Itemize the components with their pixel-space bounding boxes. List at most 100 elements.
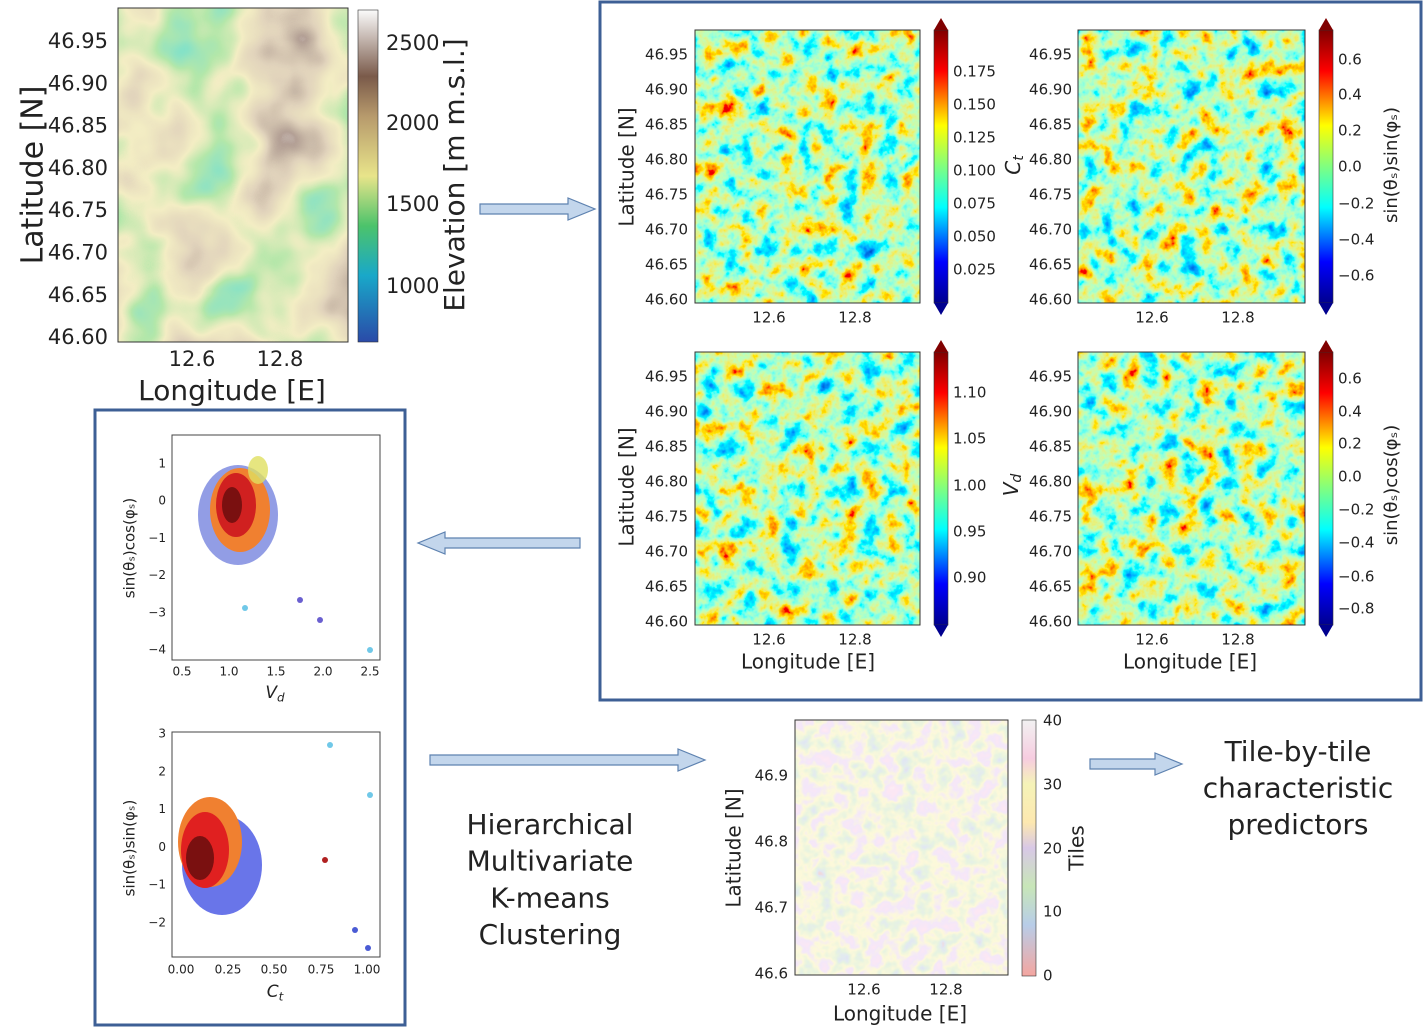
y-tick-label: 46.65 [645, 256, 688, 274]
y-tick-label: −4 [148, 643, 166, 657]
colorbar-tick-label: −0.6 [1338, 568, 1374, 586]
y-tick-label: 46.60 [1029, 613, 1072, 631]
colorbar-label: Tiles [1065, 825, 1089, 871]
y-tick-label: 46.70 [1029, 221, 1072, 239]
y-tick-label: 46.60 [645, 613, 688, 631]
y-tick-label: 46.60 [645, 291, 688, 309]
y-tick-label: 46.80 [645, 151, 688, 169]
colorbar-label: Elevation [m m.s.l.] [438, 38, 471, 311]
arrow [479, 197, 597, 221]
colorbar-tick-label: 40 [1043, 712, 1062, 730]
arrow [429, 748, 707, 772]
colorbar-tick-label: 0.100 [953, 162, 996, 180]
y-tick-label: 46.90 [645, 403, 688, 421]
y-tick-label: 46.80 [1029, 473, 1072, 491]
colorbar-tick-label: 1000 [386, 274, 439, 298]
output-label: Tile-by-tile [1224, 735, 1372, 768]
colorbar-tick-label: 0.050 [953, 228, 996, 246]
x-tick-label: 0.25 [215, 963, 242, 977]
dot [367, 647, 373, 653]
colorbar-tick-label: −0.6 [1338, 267, 1374, 285]
label-sub: d [1009, 474, 1025, 483]
y-tick-label: 1 [158, 802, 166, 816]
map-frame [694, 29, 921, 304]
colorbar-tick-label: 0.2 [1338, 435, 1362, 453]
cloud [186, 836, 214, 880]
x-tick-label: 12.6 [1135, 631, 1168, 649]
y-tick-label: 46.95 [48, 29, 108, 53]
y-tick-label: 46.95 [1029, 368, 1072, 386]
label-sub: t [279, 989, 285, 1003]
y-tick-label: 46.75 [645, 508, 688, 526]
y-axis-label: Latitude [N] [722, 788, 746, 907]
colorbar-label: sin(θₛ)sin(φₛ) [1381, 107, 1402, 223]
y-tick-label: 46.75 [645, 186, 688, 204]
x-tick-label: 0.5 [172, 665, 191, 679]
y-axis-label: sin(θₛ)sin(φₛ) [121, 800, 139, 897]
x-tick-label: 12.8 [838, 309, 871, 327]
colorbar [1318, 29, 1334, 304]
colorbar-tick-label: −0.4 [1338, 534, 1374, 552]
map-image [118, 8, 348, 342]
colorbar-tick-label: 30 [1043, 776, 1062, 794]
x-tick-label: 12.6 [752, 631, 785, 649]
y-tick-label: 46.95 [645, 46, 688, 64]
colorbar-tick-label: 0.6 [1338, 51, 1362, 69]
colorbar [1318, 351, 1334, 626]
colorbar [933, 29, 949, 304]
colorbar-label: Vd [999, 474, 1026, 497]
dot [297, 597, 303, 603]
colorbar-label: Ct [1001, 155, 1028, 175]
y-tick-label: −1 [148, 531, 166, 545]
colorbar-tick-label: −0.2 [1338, 195, 1374, 213]
map-image [1078, 30, 1305, 303]
y-tick-label: 46.75 [1029, 186, 1072, 204]
x-axis-label: Ct [267, 982, 285, 1003]
map-frame [794, 719, 1009, 976]
label-base: C [267, 982, 279, 1002]
map-frame [1077, 29, 1306, 304]
colorbar-tick-label: 2500 [386, 31, 439, 55]
x-tick-label: 12.8 [1221, 309, 1254, 327]
colorbar-tick-label: −0.2 [1338, 501, 1374, 519]
colorbar-tick-label: 0.0 [1338, 158, 1362, 176]
x-axis-label: Longitude [E] [1123, 650, 1257, 674]
y-tick-label: 46.75 [1029, 508, 1072, 526]
colorbar-tick-label: −0.4 [1338, 231, 1374, 249]
map-image [695, 30, 920, 303]
y-tick-label: 46.90 [1029, 81, 1072, 99]
colorbar-tick-label: 0.95 [953, 523, 986, 541]
y-tick-label: 46.6 [755, 965, 788, 983]
scatter-clouds [171, 434, 381, 958]
y-tick-label: 2 [158, 764, 166, 778]
colorbar [357, 9, 379, 343]
y-tick-label: 46.60 [1029, 291, 1072, 309]
y-tick-label: 46.85 [645, 438, 688, 456]
y-tick-label: 46.85 [645, 116, 688, 134]
y-tick-label: 46.9 [755, 767, 788, 785]
x-tick-label: 12.6 [1135, 309, 1168, 327]
y-tick-label: −3 [148, 605, 166, 619]
colorbar [1021, 719, 1037, 977]
dot [322, 857, 328, 863]
colorbar-extend [934, 340, 948, 352]
cloud [248, 456, 268, 484]
process-label: Hierarchical [467, 808, 634, 841]
y-tick-label: 1 [158, 457, 166, 471]
process-label: K-means [490, 881, 610, 914]
x-tick-label: 12.8 [838, 631, 871, 649]
y-tick-label: 46.70 [1029, 543, 1072, 561]
x-axis-label: Longitude [E] [833, 1002, 967, 1026]
feature-box [598, 0, 1423, 702]
x-axis-label: Vd [265, 683, 285, 704]
map-frame [694, 351, 921, 626]
y-tick-label: 46.70 [48, 241, 108, 265]
label-sub: t [1011, 155, 1027, 161]
y-axis-label: sin(θₛ)cos(φₛ) [121, 498, 139, 598]
colorbar-tick-label: −0.8 [1338, 600, 1374, 618]
colorbar-tick-label: 1.10 [953, 384, 986, 402]
colorbar-tick-label: 0.90 [953, 569, 986, 587]
colorbar-tick-label: 0.0 [1338, 468, 1362, 486]
colorbar-extend [1319, 303, 1333, 315]
dot [352, 927, 358, 933]
